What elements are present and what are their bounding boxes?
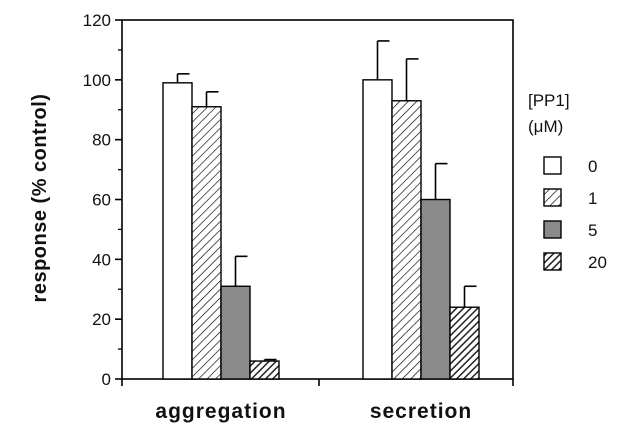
legend-label: 20 <box>588 253 607 272</box>
legend-swatch <box>543 156 562 175</box>
legend-swatch <box>543 188 562 207</box>
y-tick-label: 80 <box>92 131 111 150</box>
bar <box>362 79 393 380</box>
y-axis-label: response (% control) <box>29 94 51 303</box>
legend-label: 5 <box>588 221 597 240</box>
y-tick-label: 20 <box>92 310 111 329</box>
legend-swatch <box>543 220 562 239</box>
bar <box>420 198 451 380</box>
bar <box>249 360 280 380</box>
y-tick-label: 40 <box>92 250 111 269</box>
legend: [PP1] (μM) 0 1 5 20 <box>528 91 607 272</box>
bar <box>449 306 480 380</box>
legend-label: 1 <box>588 189 597 208</box>
y-tick-label: 0 <box>102 370 111 389</box>
bar <box>162 82 193 380</box>
x-category-label: aggregation <box>155 400 286 423</box>
y-tick-label: 120 <box>83 11 111 30</box>
x-category-label: secretion <box>370 400 472 423</box>
legend-title: [PP1] <box>528 91 570 110</box>
bar <box>220 285 251 380</box>
y-tick-label: 100 <box>83 71 111 90</box>
legend-label: 0 <box>588 157 597 176</box>
y-tick-label: 60 <box>92 191 111 210</box>
legend-swatch <box>543 252 562 271</box>
bar <box>391 100 422 380</box>
bar <box>191 106 222 380</box>
legend-title: (μM) <box>528 117 563 136</box>
plot-area: 0 20 40 60 80 100 120 aggregation secretion <box>83 11 514 423</box>
